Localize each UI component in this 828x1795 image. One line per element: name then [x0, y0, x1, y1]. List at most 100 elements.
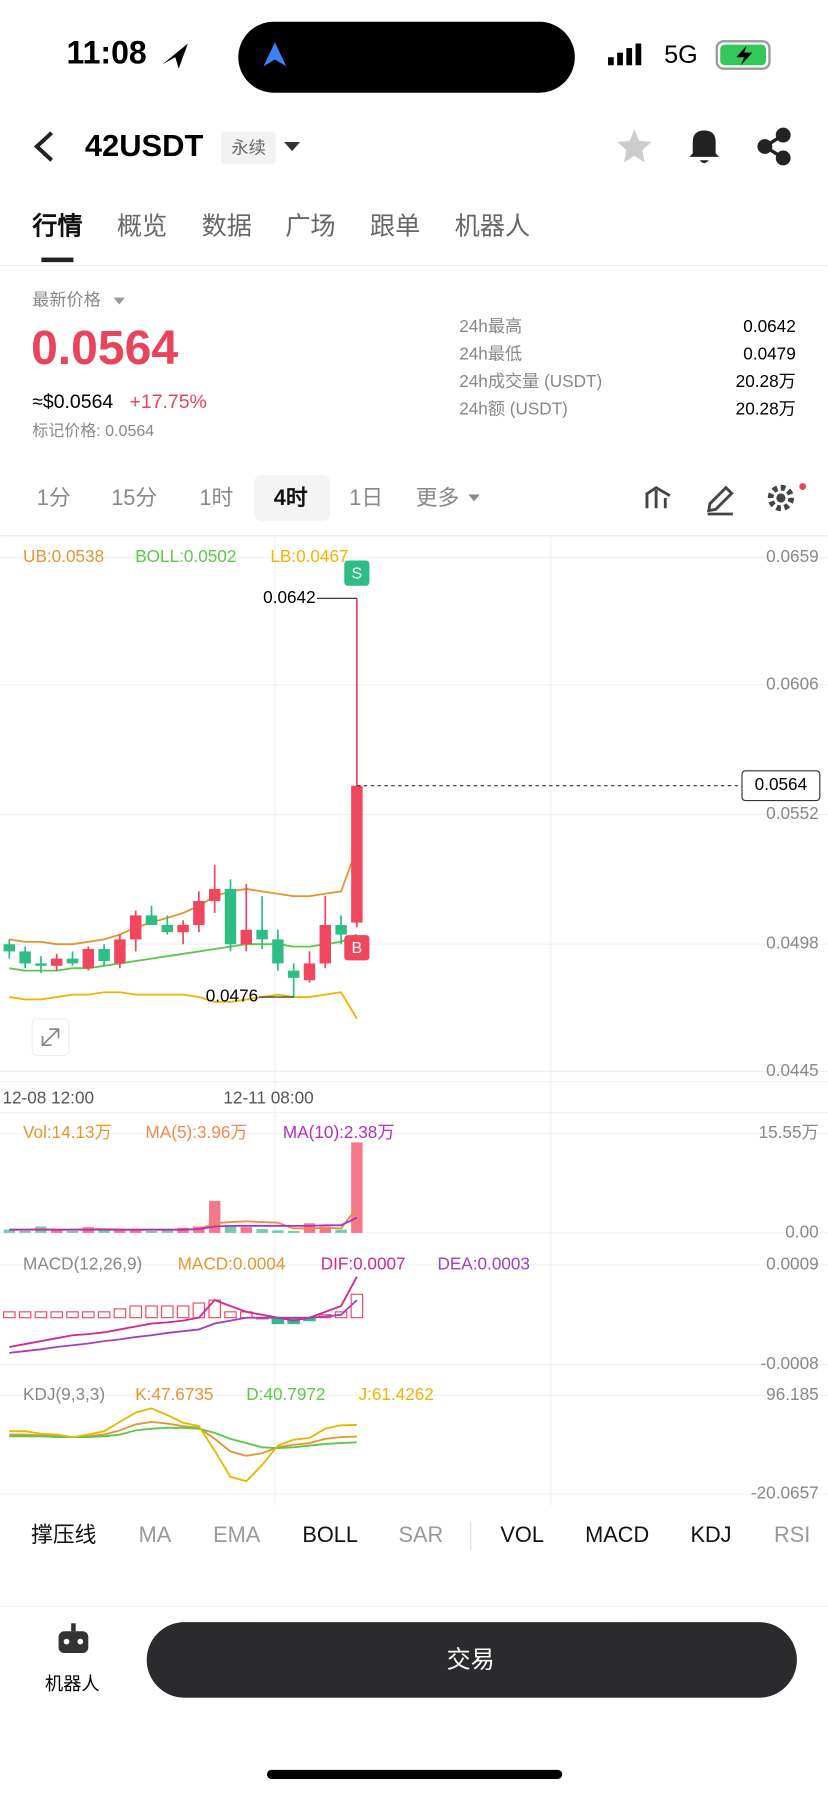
volume-bar [161, 1230, 174, 1233]
share[interactable] [757, 127, 791, 166]
volume-bar [319, 1226, 332, 1233]
macd-bar [176, 1305, 190, 1319]
tab[interactable]: 机器人 [455, 212, 531, 240]
charging [736, 45, 753, 66]
tag[interactable]: 永续 [231, 137, 265, 157]
stat-label: 24h最高 [459, 316, 522, 336]
price-label: 最新价格 [32, 290, 101, 310]
indicator[interactable]: MACD [585, 1522, 649, 1547]
candle-body [114, 939, 126, 964]
interval[interactable]: 1时 [199, 485, 233, 510]
indicator-line [9, 991, 358, 1020]
candle-body [335, 924, 347, 935]
candle-body [287, 970, 300, 978]
trade-label[interactable]: 交易 [447, 1646, 495, 1673]
tab[interactable]: 概览 [117, 212, 167, 240]
legend: KDJ(9,3,3) [23, 1384, 105, 1404]
legend: LB:0.0467 [270, 546, 348, 566]
back-button[interactable] [33, 131, 54, 162]
legend: Vol:14.13万 [23, 1122, 112, 1142]
candle-body [19, 951, 31, 964]
indicator[interactable]: KDJ [690, 1522, 731, 1547]
macd-bar [350, 1293, 364, 1319]
interval[interactable]: 更多 [416, 485, 459, 510]
indicator[interactable]: VOL [500, 1522, 544, 1547]
home-indicator [266, 1769, 563, 1779]
tab[interactable]: 跟单 [370, 212, 420, 240]
last-price-box [741, 770, 821, 802]
legend: J:61.4262 [358, 1384, 433, 1404]
candle-body [82, 949, 95, 969]
favorite[interactable] [617, 129, 652, 163]
indicator-line [9, 847, 358, 946]
candle-body [98, 949, 110, 962]
trade-marker-label: B [352, 939, 363, 957]
low-label: 0.0476 [206, 986, 258, 1006]
indicator-line [9, 1276, 358, 1348]
candle-body [3, 944, 16, 952]
y-tick-label: 0.0009 [766, 1254, 818, 1274]
interval[interactable]: 1分 [37, 485, 71, 510]
volume-bar [3, 1229, 16, 1233]
indicator-icon[interactable] [645, 485, 671, 509]
badge [799, 483, 807, 490]
signal [608, 43, 642, 66]
last-price-label: 0.0564 [755, 774, 808, 794]
robot-icon[interactable] [58, 1631, 89, 1654]
indicator[interactable]: SAR [399, 1522, 444, 1547]
stat-label: 24h最低 [459, 343, 522, 363]
volume-bar [50, 1230, 63, 1233]
candle-body [66, 958, 79, 964]
macd-bar [50, 1311, 64, 1319]
legend: BOLL:0.0502 [135, 546, 236, 566]
interval[interactable]: 15分 [111, 485, 157, 510]
y-tick-label: 0.0498 [766, 933, 818, 953]
indicator-line [9, 1299, 358, 1354]
candle-body [240, 929, 253, 945]
caret[interactable] [284, 141, 301, 152]
legend: DEA:0.0003 [437, 1254, 530, 1274]
macd-bar [82, 1311, 95, 1319]
robot-eye [63, 1638, 70, 1645]
interval[interactable]: 1日 [349, 485, 383, 510]
indicator[interactable]: MA [139, 1522, 172, 1547]
volume-bar [287, 1230, 300, 1233]
volume-bar [224, 1225, 237, 1233]
y-tick-label: 0.00 [785, 1221, 818, 1241]
indicator-line [9, 1407, 357, 1483]
volume-bar [351, 1142, 363, 1233]
volume-bar [19, 1230, 31, 1233]
indicator[interactable]: RSI [774, 1522, 810, 1547]
macd-bar [161, 1305, 174, 1319]
trade-marker-label: S [352, 565, 363, 583]
tab[interactable]: 行情 [31, 212, 82, 240]
indicator[interactable]: 撑压线 [31, 1522, 96, 1547]
alert[interactable] [689, 130, 720, 164]
y-tick-label: -20.0657 [751, 1482, 819, 1502]
indicator[interactable]: BOLL [302, 1522, 358, 1547]
indicator[interactable]: EMA [213, 1522, 261, 1547]
tab[interactable]: 数据 [202, 212, 252, 240]
trade-button[interactable] [146, 1622, 797, 1698]
network: 5G [664, 41, 698, 69]
usd-price: ≈$0.0564 [32, 391, 113, 413]
legend: K:47.6735 [135, 1384, 213, 1404]
robot-label[interactable]: 机器人 [45, 1673, 100, 1694]
candle-body [224, 888, 237, 945]
macd-bar [34, 1311, 48, 1319]
settings-icon[interactable] [767, 484, 795, 512]
x-tick-label: 12-08 12:00 [2, 1088, 94, 1108]
tab[interactable]: 广场 [285, 212, 335, 240]
draw-icon[interactable] [707, 485, 734, 516]
macd-bar [208, 1299, 221, 1319]
y-tick-label: 0.0445 [766, 1060, 818, 1080]
interval[interactable]: 4时 [274, 485, 308, 510]
candle-body [35, 963, 47, 966]
legend: MACD(12,26,9) [23, 1254, 142, 1274]
battery [715, 40, 771, 70]
candle-body [208, 888, 221, 901]
y-tick-label: 0.0659 [766, 546, 818, 566]
volume-bar [98, 1229, 110, 1233]
